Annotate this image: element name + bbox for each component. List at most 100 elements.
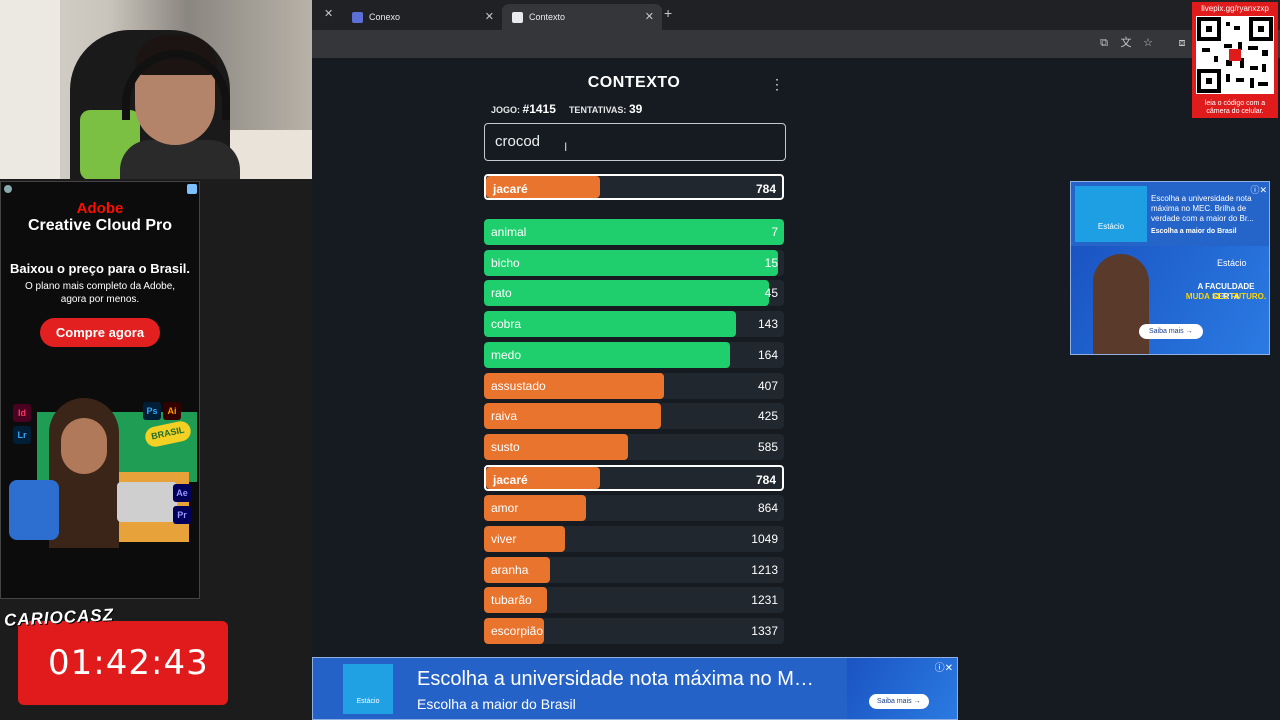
tab-strip: ✕ Conexo ✕ Contexto ✕ + — [312, 0, 1280, 30]
guess-row: jacaré 784 — [484, 464, 784, 491]
guess-distance: 15 — [764, 255, 778, 270]
ad-info-icon[interactable] — [4, 185, 12, 193]
headset-icon — [122, 50, 230, 120]
guess-distance: 784 — [755, 472, 776, 487]
adchoices-icon[interactable] — [187, 184, 197, 194]
browser-window: ✕ Conexo ✕ Contexto ✕ + ⧉ 文 ☆ ⧈ — [312, 0, 1280, 720]
guess-distance: 7 — [771, 225, 778, 239]
extensions-icon[interactable]: ⧈ — [1178, 37, 1186, 49]
attempts-label: TENTATIVAS: — [568, 105, 627, 115]
ad-close-icon[interactable]: ⓘ✕ — [1250, 185, 1267, 195]
guess-word: raiva — [491, 409, 518, 424]
guess-word: bicho — [491, 255, 520, 270]
webcam-feed — [0, 0, 312, 179]
new-tab-icon[interactable]: + — [664, 5, 673, 21]
last-guess-row: jacaré 784 — [484, 174, 784, 200]
ad-subtext: Escolha a maior do Brasil — [1151, 228, 1237, 235]
guess-row: susto 585 — [484, 433, 784, 460]
qr-instructions-line: câmera do celular. — [1206, 108, 1264, 115]
buy-now-button[interactable]: Compre agora — [39, 318, 161, 347]
translate-icon[interactable]: 文 — [1120, 37, 1132, 49]
guess-row: amor 864 — [484, 495, 784, 522]
livepix-qr-overlay: livepix.gg/ryanxzxp leia o cód — [1192, 2, 1278, 118]
ad-product: Creative Cloud Pro — [27, 217, 173, 234]
close-tab-icon[interactable]: ✕ — [484, 11, 494, 23]
guess-word: assustado — [491, 378, 546, 393]
game-title: CONTEXTO — [587, 74, 681, 91]
guess-row: tubarão 1231 — [484, 587, 784, 614]
distance-bar — [484, 495, 586, 522]
ad-headline: Baixou o preço para o Brasil. — [10, 261, 190, 276]
distance-bar — [484, 249, 778, 276]
ad-close-icon[interactable]: ⓘ✕ — [934, 663, 953, 674]
distance-bar — [484, 618, 544, 645]
learn-more-button[interactable]: Saiba mais → — [869, 694, 929, 709]
browser-toolbar: ⧉ 文 ☆ ⧈ — [312, 30, 1280, 58]
guess-word: animal — [491, 225, 527, 239]
guess-distance: 164 — [757, 347, 778, 362]
distance-bar — [484, 403, 661, 430]
distance-bar — [486, 466, 600, 489]
distance-bar — [484, 587, 547, 614]
guess-row: cobra 143 — [484, 311, 784, 338]
distance-bar — [484, 526, 565, 552]
close-tab-icon[interactable]: ✕ — [644, 11, 654, 23]
distance-bar — [484, 372, 664, 399]
stream-timer: 01:42:43 — [48, 643, 209, 683]
estacio-side-ad[interactable]: Estácio Escolha a universidade nota máxi… — [1070, 181, 1270, 355]
guess-row: assustado 407 — [484, 372, 784, 399]
guess-word: rato — [491, 286, 512, 301]
guess-distance: 784 — [755, 182, 776, 196]
distance-bar — [484, 280, 769, 307]
tab-contexto[interactable]: Contexto ✕ — [502, 4, 662, 30]
close-icon[interactable]: ✕ — [324, 8, 334, 20]
qr-code-icon — [1196, 16, 1274, 94]
tab-conexo[interactable]: Conexo ✕ — [342, 4, 502, 30]
guess-word: viver — [491, 532, 517, 546]
learn-more-button[interactable]: Saiba mais → — [1139, 324, 1203, 339]
ad-subtext-line: O plano mais completo da Adobe, — [24, 281, 176, 292]
guess-word: jacaré — [493, 182, 528, 196]
qr-instructions-line: leia o código com a — [1204, 100, 1266, 107]
guess-word: aranha — [491, 562, 529, 577]
guess-input[interactable]: crocod — [484, 123, 786, 161]
guess-row: aranha 1213 — [484, 556, 784, 583]
game-label: JOGO: — [491, 105, 521, 115]
guess-distance: 1049 — [751, 532, 778, 546]
game-stats: JOGO: #1415 TENTATIVAS: 39 — [491, 102, 642, 116]
estacio-logo: Estácio — [1075, 186, 1147, 242]
app-icon-ai: Ai — [163, 402, 181, 420]
guess-distance: 1337 — [751, 624, 778, 639]
guess-distance: 585 — [757, 439, 778, 454]
estacio-logo: Estácio — [343, 664, 393, 714]
tab-label: Conexo — [369, 12, 401, 22]
guess-row: viver 1049 — [484, 526, 784, 552]
distance-bar — [484, 311, 736, 338]
guess-word: jacaré — [493, 472, 528, 487]
guess-word: cobra — [491, 317, 522, 332]
ad-subtext: O plano mais completo da Adobe, agora po… — [1, 280, 199, 306]
conexo-favicon-icon — [352, 11, 363, 23]
distance-bar — [484, 433, 628, 460]
qr-instructions: leia o código com a câmera do celular. — [1192, 100, 1278, 116]
ad-subtext-line: agora por menos. — [60, 294, 140, 305]
guess-row: raiva 425 — [484, 403, 784, 430]
guess-distance: 1231 — [751, 593, 778, 608]
install-app-icon[interactable]: ⧉ — [1100, 37, 1108, 49]
guess-distance: 407 — [757, 378, 778, 393]
more-vertical-icon[interactable]: ⋮ — [770, 76, 784, 92]
ad-illustration: Id Lr Ps Ai Ae Pr BRASIL — [9, 392, 197, 548]
estacio-bottom-ad[interactable]: Estácio Escolha a universidade nota máxi… — [312, 657, 958, 720]
contexto-favicon-icon — [512, 11, 523, 23]
ad-brand: Adobe — [76, 200, 124, 217]
bookmark-star-icon[interactable]: ☆ — [1143, 37, 1153, 49]
guess-row: bicho 15 — [484, 249, 784, 276]
ad-text: Escolha a universidade nota máxima no ME… — [1151, 194, 1254, 223]
guess-distance: 864 — [757, 501, 778, 516]
distance-bar — [484, 556, 550, 583]
page-background — [312, 58, 1280, 720]
ad-subtext: Escolha a maior do Brasil — [417, 696, 576, 712]
adobe-ad[interactable]: Adobe Creative Cloud Pro Baixou o preço … — [0, 181, 200, 599]
app-icon-ae: Ae — [173, 484, 191, 502]
